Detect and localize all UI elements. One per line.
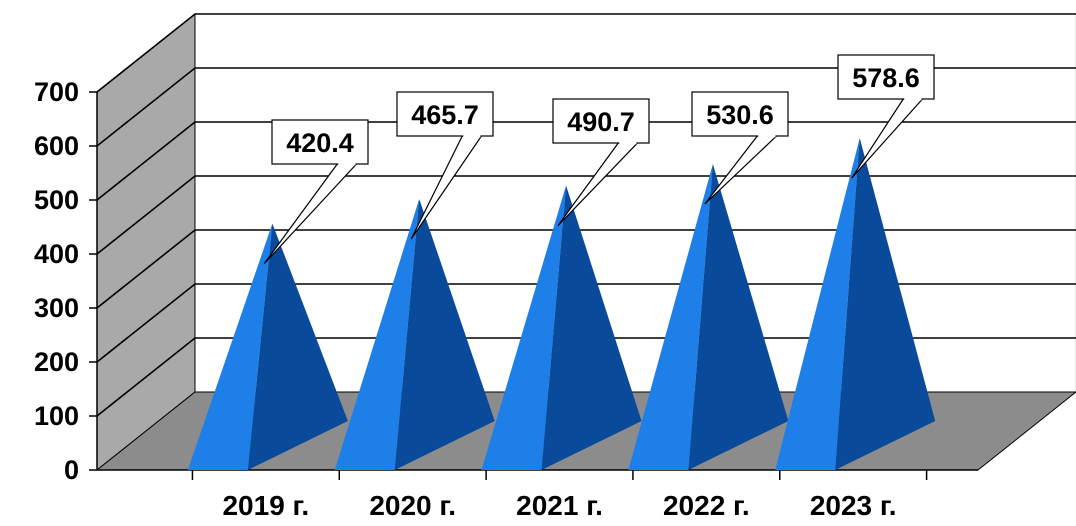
data-label: 530.6	[691, 91, 789, 205]
y-tick-label: 0	[64, 455, 79, 485]
y-tick-label: 200	[34, 347, 79, 377]
bar	[481, 185, 642, 470]
gridline	[96, 337, 1076, 417]
y-tick-label: 300	[34, 293, 79, 323]
data-label-text: 578.6	[852, 63, 920, 93]
bar-side-face	[394, 199, 495, 470]
gridline	[96, 283, 1076, 363]
x-tick-label: 2021 г.	[516, 490, 603, 521]
bar-side-face	[247, 223, 348, 470]
bar-front-face	[187, 223, 273, 470]
bar-front-face	[775, 138, 860, 470]
data-label: 490.7	[552, 98, 650, 226]
y-tick-label: 500	[34, 185, 79, 215]
bar	[187, 223, 348, 470]
x-tick-label: 2019 г.	[222, 490, 309, 521]
data-label: 578.6	[837, 54, 935, 179]
data-label: 465.7	[396, 91, 494, 240]
callout-box	[837, 54, 935, 100]
callout-box	[396, 91, 494, 137]
bar-side-face	[541, 185, 642, 470]
bar-front-face	[481, 185, 567, 470]
back-wall	[194, 13, 1076, 393]
y-axis: 0 100 200 300 400 500 600 700	[34, 77, 98, 485]
bars	[187, 138, 936, 470]
bar-front-face	[628, 163, 713, 470]
y-tick-label: 600	[34, 131, 79, 161]
y-tick-label: 400	[34, 239, 79, 269]
callout-box	[552, 98, 650, 144]
bar	[334, 199, 495, 470]
data-label-text: 465.7	[411, 100, 479, 130]
data-label: 420.4	[263, 119, 369, 264]
y-tick-label: 700	[34, 77, 79, 107]
bar-side-face	[835, 138, 936, 470]
callout-box	[271, 119, 369, 165]
y-tick-label: 100	[34, 401, 79, 431]
bar	[628, 163, 789, 470]
x-axis: 2019 г. 2020 г. 2021 г. 2022 г. 2023 г.	[191, 470, 928, 521]
x-tick-label: 2020 г.	[369, 490, 456, 521]
gridline	[96, 175, 1076, 255]
gridline	[96, 229, 1076, 309]
bar	[775, 138, 936, 470]
x-tick-label: 2022 г.	[663, 490, 750, 521]
gridline	[96, 13, 1076, 93]
data-label-text: 420.4	[286, 128, 354, 158]
gridline	[96, 67, 1076, 147]
data-label-text: 490.7	[567, 107, 635, 137]
bar-front-face	[334, 199, 420, 470]
callout-box	[691, 91, 789, 137]
x-tick-label: 2023 г.	[810, 490, 897, 521]
bar-side-face	[688, 163, 789, 470]
data-label-text: 530.6	[706, 100, 774, 130]
data-labels: 420.4 465.7 490.7 530.6 578.6	[263, 54, 935, 264]
